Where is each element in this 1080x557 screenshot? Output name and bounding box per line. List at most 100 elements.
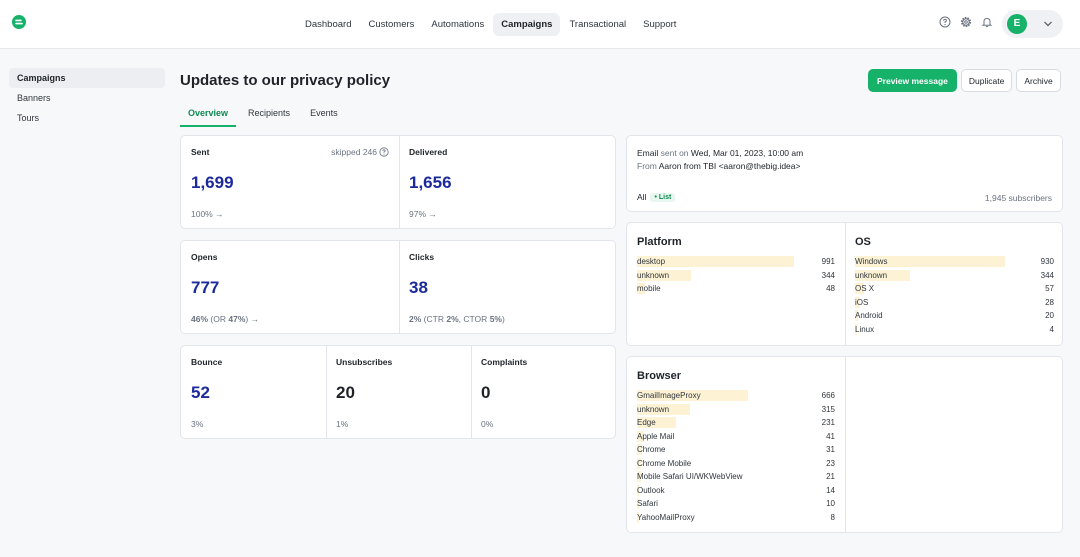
opens-or-value: 47% (228, 314, 246, 324)
browser-bar (637, 511, 639, 523)
divider (845, 357, 846, 532)
browser-row-name: Chrome (637, 445, 666, 454)
browser-bar (637, 444, 643, 455)
tab-bar: Overview Recipients Events (180, 104, 350, 127)
browser-row-count: 315 (821, 404, 835, 414)
browser-rows: GmailImageProxy 666 unknown 315 Edge 231 Apple… (637, 389, 835, 524)
bounce-metric: Bounce 52 3% (181, 346, 326, 440)
user-menu[interactable]: E (1002, 10, 1063, 38)
browser-title: Browser (637, 370, 682, 382)
complaints-label: Complaints (481, 357, 528, 367)
platform-row: desktop 991 (637, 255, 835, 269)
skipped-label: skipped 246 (331, 147, 377, 157)
settings-gear-icon[interactable] (960, 16, 972, 28)
os-row-name: Linux (855, 324, 875, 334)
nav-campaigns[interactable]: Campaigns (493, 13, 561, 36)
os-bar (855, 296, 860, 308)
sent-metric: Sent skipped 246 1,699 100% → (181, 136, 399, 230)
platform-title: Platform (637, 236, 682, 248)
browser-row: Outlook 14 (637, 484, 835, 498)
opens-or-prefix: (OR (210, 314, 226, 324)
browser-row-count: 8 (830, 512, 835, 522)
browser-bar (637, 498, 639, 509)
os-rows: Windows 930 unknown 344 OS X 57 iOS 28 Android 20… (855, 255, 1054, 336)
browser-row: Mobile Safari UI/WKWebView 21 (637, 470, 835, 484)
from-address: Aaron from TBI <aaron@thebig.idea> (658, 161, 801, 171)
nav-dashboard[interactable]: Dashboard (305, 19, 352, 30)
os-row: unknown 344 (855, 269, 1054, 283)
tab-events[interactable]: Events (310, 108, 338, 118)
opens-percent: 46% (191, 314, 209, 324)
delivered-metric: Delivered 1,656 97% → (399, 136, 617, 230)
browser-row-name: Outlook (637, 485, 665, 495)
email-sent-line: Email sent on Wed, Mar 01, 2023, 10:00 a… (637, 147, 803, 160)
sidebar-item-banners[interactable]: Banners (17, 93, 51, 103)
duplicate-button[interactable]: Duplicate (960, 69, 1013, 92)
os-row-count: 930 (1040, 257, 1054, 266)
browser-row-name: Safari (637, 499, 658, 508)
os-row: iOS 28 (855, 296, 1054, 310)
platform-row-name: unknown (637, 270, 670, 280)
platform-row-name: mobile (637, 284, 661, 293)
segment: All • List (637, 192, 676, 202)
divider (845, 223, 846, 345)
preview-message-button[interactable]: Preview message (868, 69, 957, 92)
platform-row-count: 991 (821, 257, 835, 266)
unsubscribes-label: Unsubscribes (336, 357, 393, 367)
notifications-bell-icon[interactable] (981, 16, 993, 28)
clicks-percent: 2% (409, 314, 422, 324)
platform-os-card: Platform desktop 991 unknown 344 mobile 48 OS… (626, 222, 1063, 346)
nav-transactional[interactable]: Transactional (569, 19, 627, 30)
browser-row-count: 10 (826, 499, 835, 508)
browser-row-count: 666 (821, 391, 835, 400)
browser-row: unknown 315 (637, 403, 835, 417)
browser-row: Chrome Mobile 23 (637, 457, 835, 471)
sidebar-item-campaigns[interactable]: Campaigns (9, 68, 165, 88)
divider (471, 346, 472, 438)
os-row-count: 28 (1045, 297, 1054, 307)
nav-support[interactable]: Support (643, 19, 677, 30)
delivered-percent-link[interactable]: 97% → (409, 209, 437, 219)
tab-recipients[interactable]: Recipients (248, 108, 291, 118)
browser-bar (637, 390, 748, 401)
clicks-label: Clicks (409, 252, 435, 262)
app-logo-icon[interactable] (12, 15, 26, 29)
sent-percent-link[interactable]: 100% → (191, 209, 224, 219)
delivered-label: Delivered (409, 147, 448, 157)
os-bar (855, 323, 857, 335)
unsubscribes-value: 20 (336, 383, 355, 402)
platform-rows: desktop 991 unknown 344 mobile 48 (637, 255, 835, 296)
os-row: OS X 57 (855, 282, 1054, 296)
clicks-ctr-prefix: (CTR (423, 314, 444, 324)
subscriber-count: 1,945 subscribers (984, 193, 1052, 203)
clicks-metric: Clicks 38 2% (CTR 2%, CTOR 5%) (399, 241, 617, 335)
os-row-count: 344 (1040, 270, 1054, 280)
segment-name: All (637, 192, 647, 202)
info-help-icon[interactable] (379, 147, 389, 157)
sent-on-label: sent on (660, 148, 689, 158)
opens-label: Opens (191, 252, 218, 262)
platform-row-name: desktop (637, 257, 666, 266)
bounce-label: Bounce (191, 357, 223, 367)
sidebar-item-tours[interactable]: Tours (17, 113, 40, 123)
browser-row: Edge 231 (637, 416, 835, 430)
clicks-ctor-value: 5% (489, 314, 502, 324)
nav-customers[interactable]: Customers (368, 19, 415, 30)
browser-row: Chrome 31 (637, 443, 835, 457)
opens-or-suffix: ) → (245, 314, 260, 324)
clicks-ctor-prefix: , CTOR (458, 314, 488, 324)
unsubscribes-percent: 1% (336, 419, 349, 429)
tab-overview[interactable]: Overview (180, 104, 237, 127)
opens-rate-link[interactable]: 46% (OR 47%) → (191, 314, 259, 324)
platform-bar (637, 269, 692, 281)
help-icon[interactable] (939, 16, 951, 28)
sent-label: Sent (191, 147, 210, 157)
chevron-down-icon (1044, 21, 1052, 27)
nav-automations[interactable]: Automations (431, 19, 485, 30)
clicks-value: 38 (409, 278, 428, 297)
sent-delivered-card: Sent skipped 246 1,699 100% → Delivered … (180, 135, 616, 229)
user-avatar: E (1007, 14, 1027, 34)
browser-row-count: 23 (826, 458, 835, 468)
archive-button[interactable]: Archive (1016, 69, 1061, 92)
os-row: Windows 930 (855, 255, 1054, 269)
